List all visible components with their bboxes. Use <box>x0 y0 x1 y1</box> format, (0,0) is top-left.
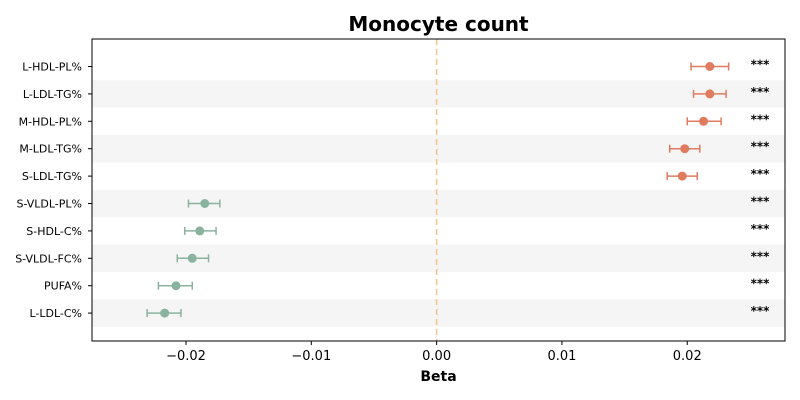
significance-label: *** <box>751 277 771 291</box>
y-tick-label: L-HDL-PL% <box>22 61 82 74</box>
data-row: *** <box>668 140 771 154</box>
row-stripe <box>92 80 785 108</box>
data-row: *** <box>176 249 771 263</box>
y-tick-label: S-VLDL-FC% <box>15 252 82 265</box>
x-tick-label: 0.02 <box>673 349 702 364</box>
x-axis-ticks: −0.02 −0.01 0.00 0.01 0.02 <box>166 341 702 364</box>
significance-label: *** <box>751 140 771 154</box>
row-stripe <box>92 299 785 327</box>
y-tick-label: S-LDL-TG% <box>22 170 82 183</box>
significance-label: *** <box>751 167 771 181</box>
x-tick-label: −0.02 <box>166 349 206 364</box>
beta-point <box>705 62 715 71</box>
data-row: *** <box>690 58 771 72</box>
significance-label: *** <box>751 112 771 126</box>
data-row: *** <box>692 85 771 99</box>
beta-point <box>705 89 715 99</box>
y-tick-label: M-HDL-PL% <box>19 115 82 128</box>
data-row: *** <box>686 112 771 126</box>
data-row: *** <box>183 222 771 236</box>
significance-label: *** <box>751 249 771 263</box>
significance-label: *** <box>751 195 771 209</box>
y-tick-label: S-VLDL-PL% <box>16 198 82 211</box>
y-tick-label: M-LDL-TG% <box>19 143 82 156</box>
y-tick-label: PUFA% <box>44 280 82 293</box>
beta-point <box>680 144 690 154</box>
x-tick-label: 0.00 <box>422 349 451 364</box>
y-tick-label: L-LDL-TG% <box>23 88 82 101</box>
plot-frame <box>91 38 786 342</box>
x-tick-label: 0.01 <box>547 349 576 364</box>
y-tick-label: S-HDL-C% <box>26 225 82 238</box>
significance-label: *** <box>751 85 771 99</box>
significance-label: *** <box>751 58 771 72</box>
significance-label: *** <box>751 304 771 318</box>
data-row: *** <box>666 167 771 181</box>
y-tick-label: L-LDL-C% <box>29 307 82 320</box>
data-row: *** <box>157 277 771 291</box>
beta-point <box>200 199 210 208</box>
beta-point <box>677 171 687 181</box>
y-axis-ticks: L-HDL-PL% L-LDL-TG% M-HDL-PL% M-LDL-TG% S-LD… <box>15 61 92 320</box>
data-row: *** <box>187 195 771 209</box>
data-rows: *** *** *** *** *** *** *** *** *** *** <box>146 58 771 318</box>
beta-point <box>171 281 181 291</box>
x-axis-label: Beta <box>420 369 456 385</box>
beta-point <box>195 226 205 236</box>
beta-point <box>699 116 709 126</box>
significance-label: *** <box>751 222 771 236</box>
beta-point <box>160 308 170 318</box>
chart-title: Monocyte count <box>348 12 529 36</box>
x-tick-label: −0.01 <box>291 349 331 364</box>
beta-point <box>187 253 197 263</box>
data-row: *** <box>146 304 771 318</box>
